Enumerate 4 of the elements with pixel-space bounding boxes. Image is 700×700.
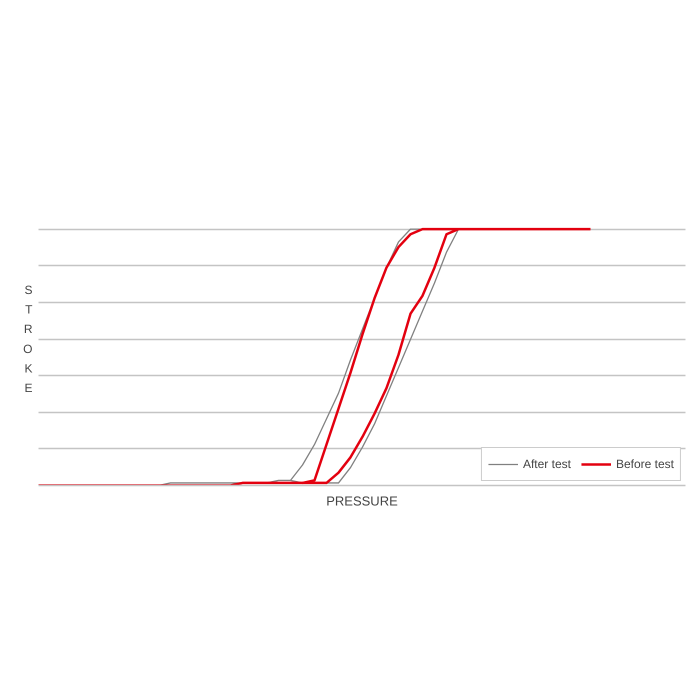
legend-label: After test (522, 457, 571, 471)
y-axis-title: STROKE (23, 283, 34, 395)
x-axis-title: PRESSURE (326, 494, 398, 508)
legend-label: Before test (616, 457, 674, 471)
